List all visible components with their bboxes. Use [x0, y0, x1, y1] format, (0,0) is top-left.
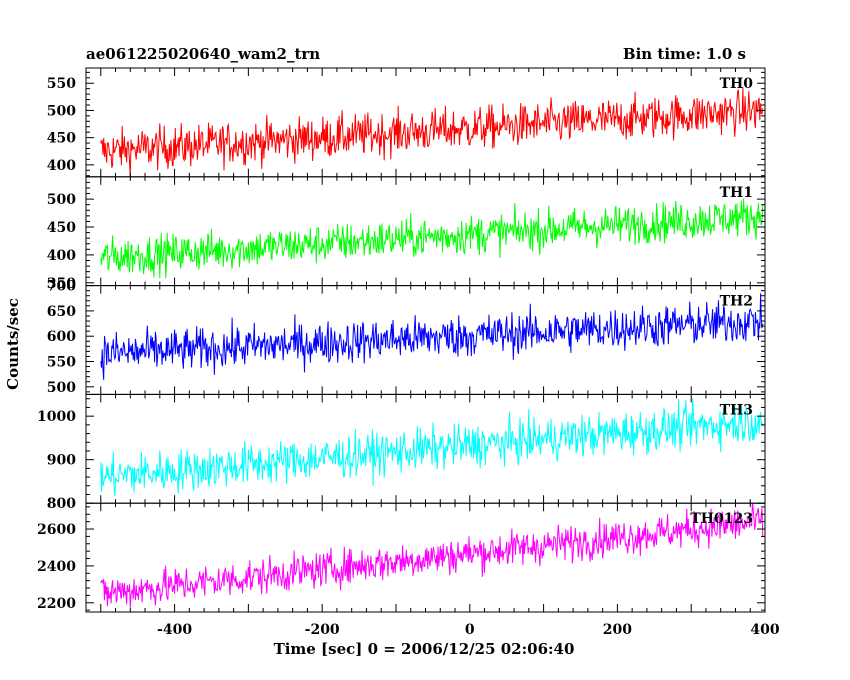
y-tick-label: 600	[47, 329, 76, 345]
y-axis-label: Counts/sec	[4, 298, 22, 390]
y-tick-label: 2200	[37, 596, 76, 612]
x-tick-label: -400	[157, 622, 192, 638]
x-tick-label: 0	[465, 622, 475, 638]
y-tick-label: 550	[47, 355, 76, 371]
x-tick-label: 200	[603, 622, 632, 638]
x-tick-label: 400	[750, 622, 779, 638]
y-tick-label: 450	[47, 220, 76, 236]
y-tick-label: 450	[47, 131, 76, 147]
panel-frame-th3	[85, 393, 766, 504]
series-line-th1	[100, 198, 764, 279]
x-axis-label: Time [sec] 0 = 2006/12/25 02:06:40	[274, 640, 575, 658]
panel-label-th2: TH2	[720, 294, 753, 310]
y-tick-label: 900	[47, 453, 76, 469]
y-tick-label: 350	[47, 276, 76, 292]
chart-title: ae061225020640_wam2_trn	[86, 45, 320, 63]
y-tick-label: 800	[47, 496, 76, 512]
bin-time-label: Bin time: 1.0 s	[623, 45, 746, 63]
series-line-th0123	[100, 503, 764, 608]
y-tick-label: 550	[47, 76, 76, 92]
series-line-th2	[100, 293, 764, 380]
y-tick-label: 500	[47, 192, 76, 208]
y-tick-label: 500	[47, 103, 76, 119]
y-tick-label: 650	[47, 304, 76, 320]
panel-label-th3: TH3	[720, 402, 753, 418]
panel-label-th0123: TH0123	[690, 511, 753, 527]
y-tick-label: 2400	[37, 559, 76, 575]
panels-group: 400 450 500 550 TH0 350 400 450 500 TH1 500 550 600 6…	[37, 67, 780, 638]
y-tick-label: 1000	[37, 409, 76, 425]
y-tick-label: 400	[47, 158, 76, 174]
panel-label-th1: TH1	[720, 185, 753, 201]
y-tick-label: 400	[47, 248, 76, 264]
y-tick-label: 500	[47, 380, 76, 396]
x-tick-label: -200	[305, 622, 340, 638]
y-tick-label: 2600	[37, 522, 76, 538]
series-line-th3	[100, 398, 764, 497]
panel-label-th0: TH0	[720, 76, 754, 92]
series-line-th0	[100, 87, 764, 177]
y-tick-label: 700	[47, 279, 76, 295]
